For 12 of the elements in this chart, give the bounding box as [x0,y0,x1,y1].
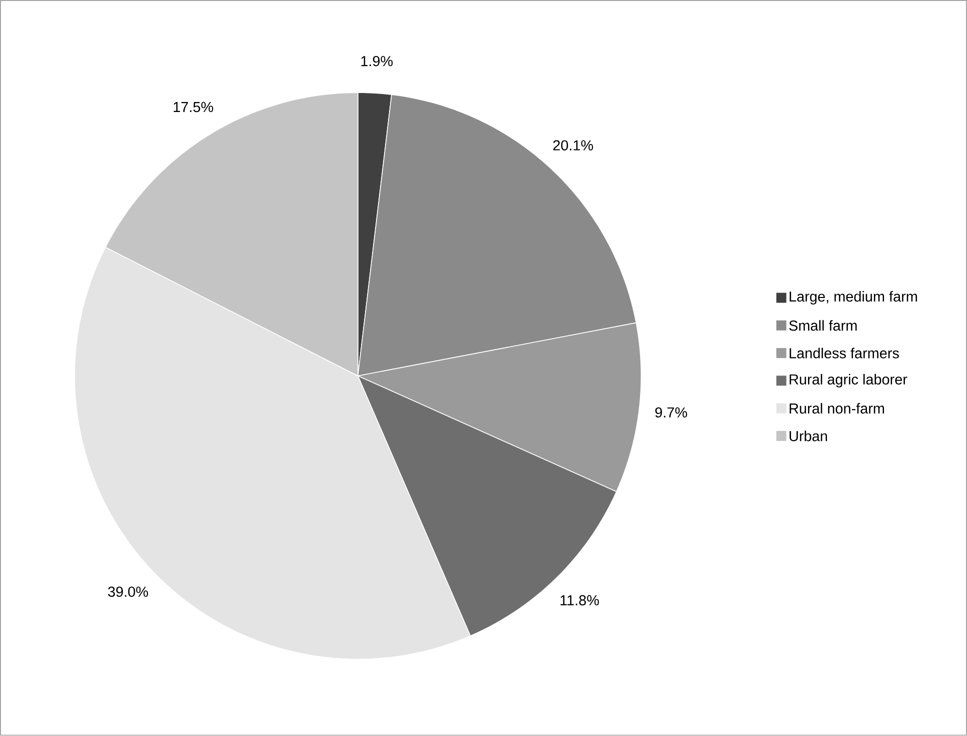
data-label: 17.5% [174,102,214,112]
data-label: 20.1% [553,140,594,151]
data-label: 39.0% [108,586,148,597]
data-label: 11.8% [560,595,599,606]
data-label: 1.9% [361,56,393,66]
legend-label: Large, medium farm [790,291,917,305]
legend-label: Rural non-farm [790,403,884,414]
legend-label: Small farm [789,320,857,331]
legend-label: Rural agric laborer [790,374,908,388]
legend-label: Landless farmers [790,348,899,358]
data-label: 9.7% [655,407,688,418]
legend-label: Urban [790,430,827,442]
